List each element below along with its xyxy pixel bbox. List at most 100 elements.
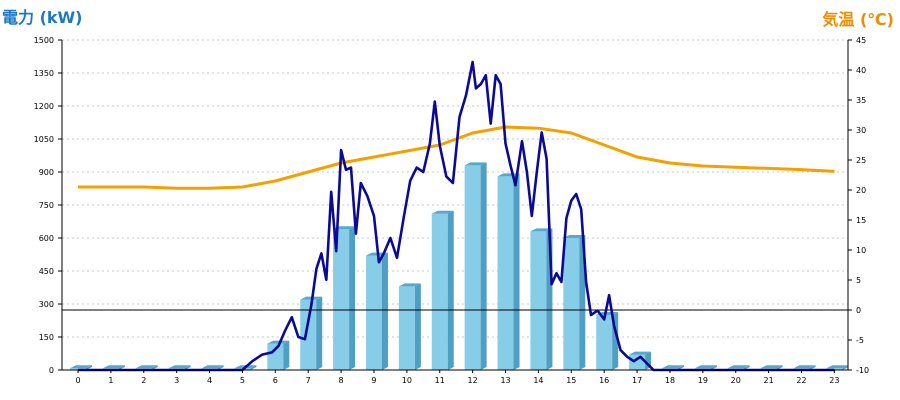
power-bar-side: [316, 296, 323, 370]
power-line: [78, 60, 835, 372]
power-bar-top: [629, 351, 652, 355]
x-tick-label: 11: [435, 376, 445, 385]
x-tick-label: 8: [339, 376, 344, 385]
y-left-tick-label: 150: [39, 333, 54, 342]
power-bar-top: [464, 162, 487, 166]
power-bar: [300, 296, 323, 370]
x-tick-label: 22: [796, 376, 806, 385]
x-tick-label: 16: [599, 376, 609, 385]
y-right-tick-label: 35: [856, 96, 866, 105]
x-tick-label: 0: [75, 376, 80, 385]
power-bar: [365, 252, 388, 370]
power-bar-top: [267, 340, 290, 344]
power-bar-side: [842, 365, 849, 370]
x-tick-label: 15: [566, 376, 576, 385]
power-bar-front: [398, 286, 415, 370]
power-bar-top: [563, 235, 586, 238]
y-axis-left-label: 電力 (kW): [2, 8, 83, 27]
y-left-tick-label: 450: [39, 267, 54, 276]
y-axis-right-label: 気温 (℃): [822, 10, 894, 29]
x-tick-label: 2: [141, 376, 146, 385]
x-tick-label: 12: [468, 376, 478, 385]
power-bar-top: [201, 365, 224, 369]
x-tick-label: 23: [829, 376, 839, 385]
x-tick-label: 3: [174, 376, 179, 385]
power-bar-side: [414, 283, 421, 370]
power-bar: [267, 340, 290, 370]
power-bar-front: [596, 315, 613, 370]
power-bar-front: [826, 368, 843, 370]
power-bar-top: [530, 228, 553, 232]
y-right-tick-label: 25: [856, 156, 866, 165]
x-tick-label: 19: [698, 376, 708, 385]
y-right-tick-label: 5: [856, 276, 861, 285]
power-bar: [431, 210, 454, 370]
power-bar-front: [563, 238, 580, 370]
power-bar-top: [694, 365, 717, 369]
y-right-tick-label: 15: [856, 216, 866, 225]
x-tick-label: 21: [764, 376, 774, 385]
power-bar-top: [168, 365, 191, 369]
power-series-path: [78, 60, 835, 372]
y-right-tick-label: -5: [856, 336, 864, 345]
x-tick-label: 18: [665, 376, 675, 385]
y-right-tick-label: -10: [856, 366, 869, 375]
y-left-tick-label: 1050: [34, 135, 54, 144]
power-bar-top: [826, 365, 849, 369]
axes: [61, 40, 849, 371]
power-bars: [70, 162, 849, 370]
y-right-tick-label: 20: [856, 186, 866, 195]
x-axis-ticks: 0 1 2 3 4 5 6 7 8 9 10 11 12 13 14 15 16 17 18 19 20 21 22 23: [75, 370, 839, 385]
y-axis-left-ticks: 0 150 300 450 600 750 900 1050 1200 1350 1500: [34, 36, 62, 375]
power-bar-top: [102, 365, 125, 369]
y-left-tick-label: 1200: [34, 102, 54, 111]
power-bar-side: [250, 365, 257, 370]
power-bar-side: [349, 226, 356, 370]
power-bar: [464, 162, 487, 370]
y-left-tick-label: 900: [39, 168, 54, 177]
power-bar-top: [661, 365, 684, 369]
x-tick-label: 7: [306, 376, 311, 385]
x-tick-label: 13: [500, 376, 510, 385]
power-bar-side: [381, 252, 388, 370]
power-bar-side: [513, 173, 520, 370]
y-left-tick-label: 1350: [34, 69, 54, 78]
power-bar: [826, 365, 849, 370]
x-tick-label: 10: [402, 376, 412, 385]
power-bar-top: [135, 365, 158, 369]
y-left-tick-label: 300: [39, 300, 54, 309]
y-left-tick-label: 1500: [34, 36, 54, 45]
x-tick-label: 1: [108, 376, 113, 385]
x-tick-label: 20: [731, 376, 741, 385]
power-bar-top: [398, 283, 421, 287]
power-bar-front: [365, 255, 382, 370]
power-bar-front: [333, 229, 350, 370]
power-bar-top: [70, 365, 92, 369]
power-bar-side: [480, 162, 487, 370]
x-tick-label: 6: [273, 376, 278, 385]
y-right-tick-label: 0: [856, 306, 861, 315]
power-bar-top: [431, 210, 454, 214]
power-bar: [563, 235, 586, 370]
x-tick-label: 5: [240, 376, 245, 385]
y-axis-right-ticks: -10 -5 0 5 10 15 20 25 30 35 40 45: [848, 36, 869, 375]
y-right-tick-label: 10: [856, 246, 866, 255]
power-bar-top: [727, 365, 750, 369]
x-tick-label: 14: [533, 376, 543, 385]
y-right-tick-label: 40: [856, 66, 866, 75]
power-bar: [398, 283, 421, 370]
power-bar-side: [579, 235, 586, 370]
power-bar-front: [497, 176, 514, 370]
power-bar-top: [760, 365, 783, 369]
power-bar: [333, 226, 356, 370]
power-bar: [497, 173, 520, 370]
power-bar-side: [447, 210, 454, 370]
y-left-tick-label: 0: [49, 366, 54, 375]
y-right-tick-label: 45: [856, 36, 866, 45]
x-tick-label: 17: [632, 376, 642, 385]
power-bar-front: [267, 343, 284, 370]
power-bar-top: [793, 365, 816, 369]
power-bar-front: [464, 165, 481, 370]
power-bar-side: [283, 340, 290, 370]
